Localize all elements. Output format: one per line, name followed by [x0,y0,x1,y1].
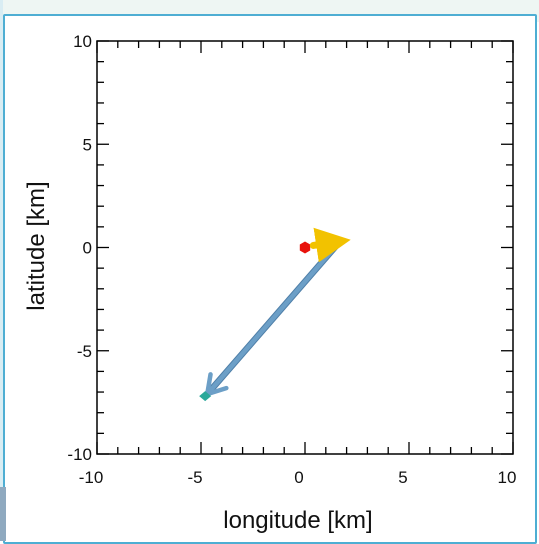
y-axis-title: latitude [km] [23,181,50,310]
x-axis-title: longitude [km] [223,507,372,534]
x-tick-label: 10 [498,468,517,487]
background-block [0,487,6,541]
y-tick-label: 0 [83,239,92,258]
y-tick-label: -5 [77,342,92,361]
marks [199,227,351,402]
x-tick-label: 5 [398,468,407,487]
point-marker [299,241,311,254]
arrow-line [309,227,351,263]
y-tick-label: 5 [83,135,92,154]
point-marker [199,391,212,402]
ticks [96,40,514,455]
background-strip-left [0,0,3,541]
y-tick-label: -10 [67,445,92,464]
x-tick-label: -10 [79,468,104,487]
y-tick-label: 10 [73,32,92,51]
x-tick-label: 0 [294,468,303,487]
x-tick-label: -5 [187,468,202,487]
tick-labels: -10 -5 0 5 10 -10 -5 0 5 10 [67,32,516,487]
arrow-line [204,241,341,397]
